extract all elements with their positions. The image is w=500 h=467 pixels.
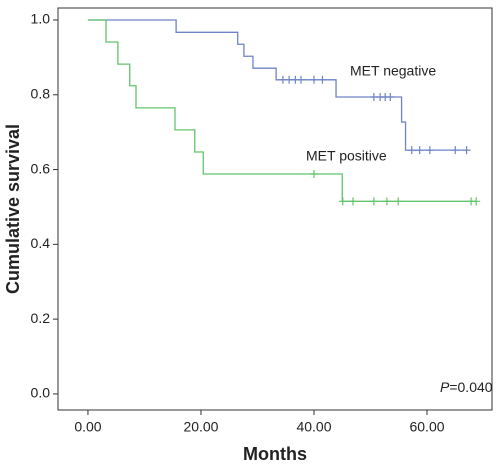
x-tick-label: 20.00	[183, 419, 218, 435]
censor-mark	[382, 197, 391, 206]
censor-mark	[386, 93, 395, 102]
plot-frame	[57, 7, 493, 411]
y-tick-label: 1.0	[31, 11, 51, 27]
censor-mark	[462, 146, 471, 155]
x-axis-title: Months	[243, 444, 307, 464]
censor-mark	[425, 146, 434, 155]
series-label: MET positive	[306, 148, 387, 164]
y-axis-title: Cumulative survival	[3, 124, 23, 294]
p-value: P=0.040	[440, 379, 493, 395]
x-tick-label: 60.00	[409, 419, 444, 435]
censor-mark	[348, 197, 357, 206]
p-letter: P	[440, 379, 450, 395]
y-tick-label: 0.0	[31, 385, 51, 401]
censor-mark	[296, 75, 305, 84]
survival-curve	[87, 19, 477, 202]
censor-mark	[451, 146, 460, 155]
y-tick-label: 0.2	[31, 310, 51, 326]
censor-mark	[318, 75, 327, 84]
censor-mark	[309, 75, 318, 84]
censor-mark	[394, 197, 403, 206]
survival-curve	[87, 19, 467, 151]
y-tick-label: 0.6	[31, 160, 51, 176]
series-label: MET negative	[350, 63, 436, 79]
censor-mark	[309, 170, 318, 179]
y-tick-label: 0.4	[31, 235, 51, 251]
y-tick-label: 0.8	[31, 85, 51, 101]
x-tick-label: 0.00	[74, 419, 101, 435]
censor-mark	[407, 146, 416, 155]
censor-mark	[338, 197, 347, 206]
censor-mark	[472, 197, 481, 206]
censor-mark	[369, 197, 378, 206]
p-number: =0.040	[449, 379, 492, 395]
censor-mark	[415, 146, 424, 155]
x-tick-label: 40.00	[296, 419, 331, 435]
